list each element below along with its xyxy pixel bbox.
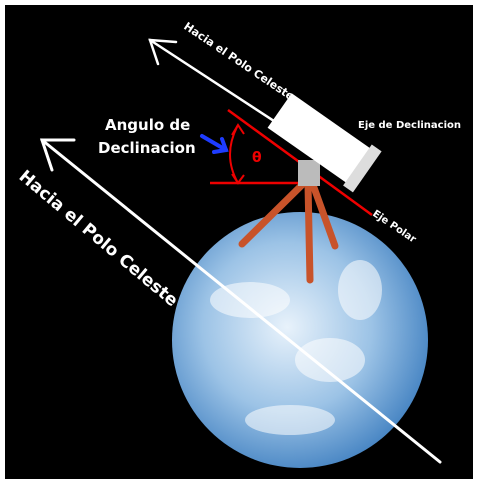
clouds	[210, 260, 382, 435]
label: Angulo de	[105, 116, 190, 134]
label: Eje de Declinacion	[358, 120, 461, 131]
angle-arrowhead	[231, 173, 245, 185]
telescope	[267, 93, 382, 193]
angle-arrowhead	[231, 123, 245, 136]
mount	[298, 160, 320, 186]
label: Declinacion	[98, 139, 196, 157]
main-arrow	[39, 138, 442, 464]
tripod	[238, 178, 339, 284]
angle-symbol: θ	[252, 150, 262, 166]
blue-arrow	[200, 134, 229, 154]
